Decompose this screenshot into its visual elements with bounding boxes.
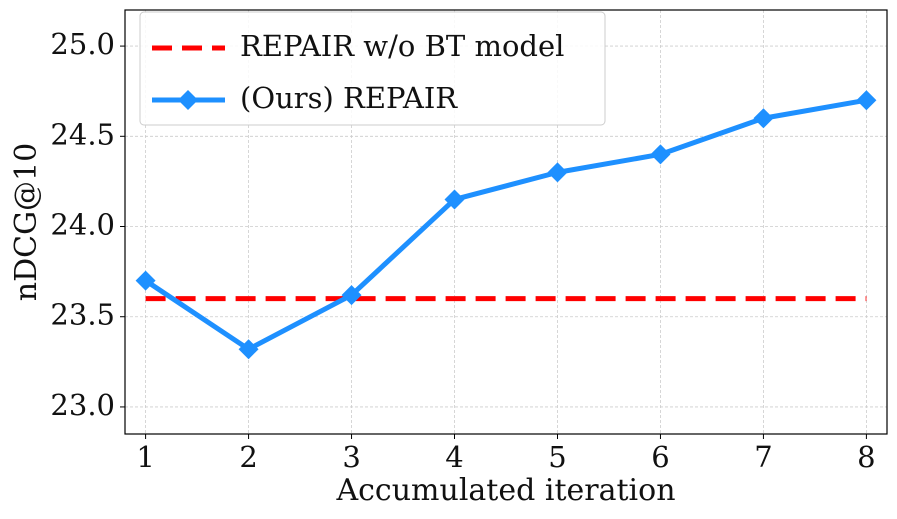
y-axis-label: nDCG@10: [9, 143, 44, 301]
x-tick-label: 2: [239, 440, 257, 474]
data-point: [753, 108, 774, 129]
x-tick-label: 5: [548, 440, 566, 474]
data-point: [650, 144, 671, 165]
data-point: [238, 339, 259, 360]
y-tick-label: 23.0: [50, 388, 115, 422]
x-tick-label: 4: [445, 440, 463, 474]
data-point: [341, 285, 362, 306]
x-tick-label: 3: [342, 440, 360, 474]
legend-label: (Ours) REPAIR: [240, 81, 458, 115]
legend-label: REPAIR w/o BT model: [240, 29, 564, 63]
x-tick-label: 6: [651, 440, 669, 474]
ticks: 23.0 23.5 24.0 24.5 25.0 1 2 3 4 5 6 7 8: [50, 27, 875, 474]
x-tick-label: 8: [857, 440, 875, 474]
plot: [135, 90, 877, 360]
y-tick-label: 25.0: [50, 27, 115, 61]
x-tick-label: 1: [136, 440, 154, 474]
data-point: [444, 189, 465, 210]
data-point: [547, 162, 568, 183]
legend-marker: [178, 90, 198, 110]
plot-frame: [124, 9, 888, 435]
data-point: [856, 90, 877, 111]
legend-box: [139, 11, 606, 126]
series-line: [144, 97, 867, 352]
y-tick-label: 24.0: [50, 208, 115, 242]
legend: REPAIR w/o BT model (Ours) REPAIR: [139, 11, 606, 126]
y-tick-label: 24.5: [50, 117, 115, 151]
x-tick-label: 7: [754, 440, 772, 474]
data-point: [135, 270, 156, 291]
y-tick-label: 23.5: [50, 298, 115, 332]
x-axis-label: Accumulated iteration: [335, 473, 675, 508]
